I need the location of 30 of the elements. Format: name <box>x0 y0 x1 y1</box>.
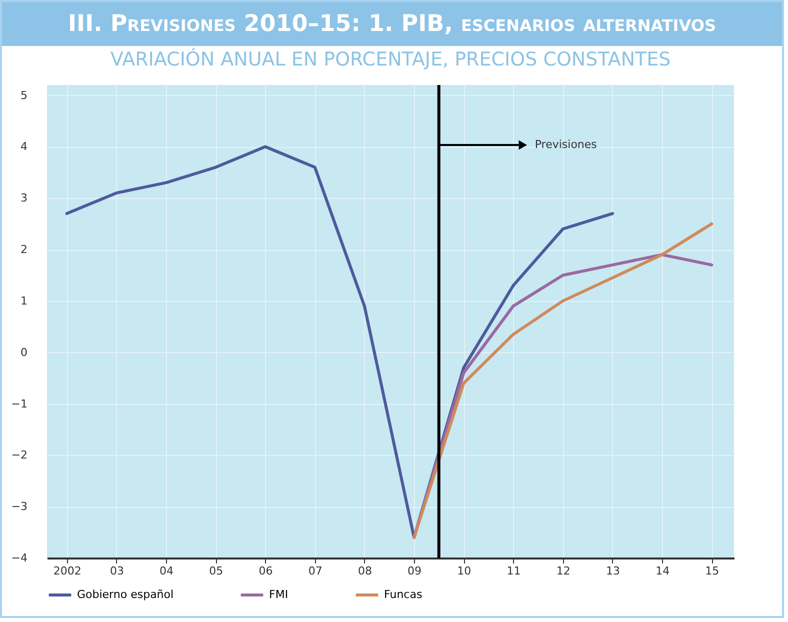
legend-label: Gobierno español <box>77 588 174 601</box>
x-tick-label: 03 <box>110 564 124 578</box>
x-tick-label: 10 <box>457 564 472 578</box>
y-tick-label: 5 <box>20 88 28 102</box>
x-tick-label: 13 <box>606 564 620 578</box>
x-tick-label: 2002 <box>53 564 82 578</box>
x-tick-label: 04 <box>160 564 174 578</box>
y-tick-label: −1 <box>11 397 28 410</box>
x-tick-label: 07 <box>308 564 322 578</box>
annotation: Previsiones <box>534 138 598 151</box>
y-tick-label: 1 <box>20 294 28 308</box>
x-tick-label: 15 <box>705 564 720 578</box>
chart-subtitle: VARIACIÓN ANUAL EN PORCENTAJE, PRECIOS CONSTANTES <box>110 48 671 70</box>
legend-label: FMI <box>269 588 288 601</box>
y-tick-label: −2 <box>11 448 28 462</box>
x-tick-label: 06 <box>258 564 273 578</box>
x-tick-label: 09 <box>408 564 422 578</box>
x-tick-label: 05 <box>209 564 224 578</box>
y-tick-label: −3 <box>11 500 28 514</box>
x-tick-label: 14 <box>656 564 670 578</box>
y-tick-label: 2 <box>20 243 28 256</box>
chart-title: III. Previsiones 2010–15: 1. PIB, escenarios alternativos <box>2 2 782 46</box>
y-tick-label: 3 <box>20 192 28 205</box>
y-tick-label: −4 <box>11 552 28 564</box>
x-tick-label: 11 <box>506 564 521 578</box>
x-tick-label: 08 <box>358 564 372 578</box>
legend-label: Funcas <box>384 588 422 601</box>
y-tick-label: 4 <box>20 140 28 154</box>
x-tick-label: 12 <box>556 564 570 578</box>
y-tick-label: 0 <box>20 346 28 359</box>
